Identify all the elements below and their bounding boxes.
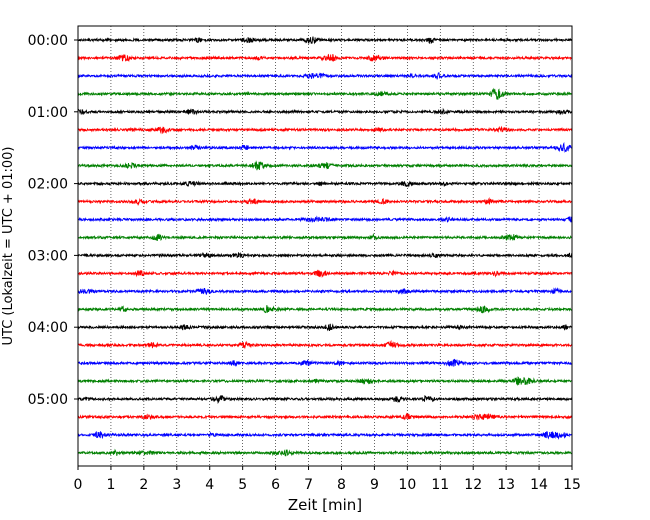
vertical-gridlines [110, 26, 540, 466]
trace-0345 [77, 305, 573, 314]
y-axis-ticks: 00:00 01:00 02:00 03:00 04:00 05:00 [28, 33, 78, 408]
trace-0130 [77, 141, 573, 154]
x-tick-label: 11 [431, 477, 449, 493]
x-tick-label: 10 [398, 477, 416, 493]
x-tick-label: 6 [271, 477, 280, 493]
trace-0500 [77, 394, 573, 404]
y-tick-label: 05:00 [28, 392, 68, 408]
y-axis-label: UTC (Lokalzeit = UTC + 01:00) [1, 147, 16, 346]
trace-0045 [77, 87, 573, 100]
trace-0300 [77, 251, 573, 259]
x-tick-label: 13 [497, 477, 515, 493]
trace-0315 [77, 269, 573, 279]
x-axis-label: Zeit [min] [288, 496, 362, 514]
trace-0400 [77, 323, 573, 332]
trace-0445 [77, 376, 573, 386]
x-tick-label: 5 [238, 477, 247, 493]
trace-0215 [77, 197, 573, 207]
y-tick-label: 02:00 [28, 177, 68, 193]
y-tick-label: 00:00 [28, 33, 68, 49]
trace-0415 [77, 339, 573, 350]
x-tick-label: 3 [172, 477, 181, 493]
x-tick-label: 12 [464, 477, 482, 493]
x-tick-label: 2 [139, 477, 148, 493]
trace-0145 [77, 160, 573, 171]
trace-0515 [77, 412, 573, 421]
x-tick-label: 7 [304, 477, 313, 493]
x-tick-label: 0 [74, 477, 83, 493]
trace-0015 [77, 53, 573, 63]
trace-0230 [77, 215, 573, 223]
trace-0115 [77, 125, 573, 135]
y-tick-label: 03:00 [28, 248, 68, 264]
trace-0545 [77, 448, 573, 457]
trace-0530 [77, 431, 573, 440]
x-tick-label: 8 [337, 477, 346, 493]
x-tick-label: 14 [530, 477, 548, 493]
seismic-traces [77, 36, 573, 457]
x-tick-label: 4 [205, 477, 214, 493]
plot-frame [77, 25, 573, 467]
x-tick-label: 9 [370, 477, 379, 493]
trace-0030 [77, 72, 573, 80]
x-tick-label: 1 [106, 477, 115, 493]
trace-0100 [77, 107, 573, 116]
trace-0330 [77, 287, 573, 296]
trace-0200 [77, 180, 573, 188]
y-tick-label: 04:00 [28, 320, 68, 336]
x-axis-ticks: 0 1 2 3 4 5 6 7 8 9 10 11 12 13 14 15 [74, 466, 581, 493]
trace-0245 [77, 232, 573, 241]
trace-0430 [77, 358, 573, 368]
x-tick-label: 15 [563, 477, 581, 493]
y-tick-label: 01:00 [28, 105, 68, 121]
trace-0000 [77, 36, 573, 45]
